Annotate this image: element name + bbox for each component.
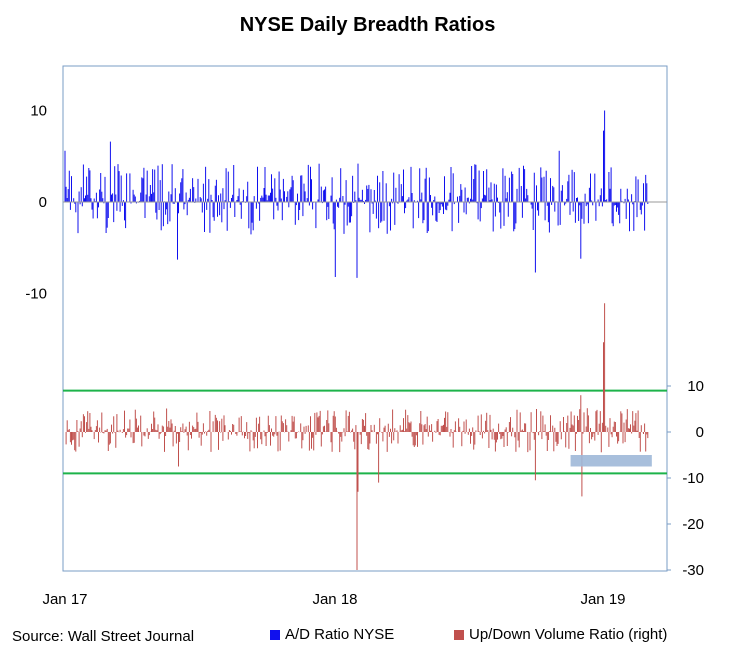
right-tick-label: 10: [687, 378, 704, 395]
legend-label-ud: Up/Down Volume Ratio (right): [469, 626, 668, 643]
right-tick-label: -20: [682, 516, 704, 533]
right-tick-label: -10: [682, 470, 704, 487]
legend-swatch-red: [454, 629, 464, 640]
source-note: Source: Wall Street Journal: [12, 628, 195, 645]
left-tick-label: -10: [25, 286, 47, 303]
legend-swatch-blue: [270, 629, 280, 640]
chart-title: NYSE Daily Breadth Ratios: [239, 14, 496, 36]
plot-area: [62, 65, 668, 572]
x-tick-label: Jan 17: [42, 591, 87, 608]
legend-ad-ratio: A/D Ratio NYSE: [270, 626, 394, 643]
x-tick-label: Jan 19: [580, 591, 625, 608]
legend-ud-volume: Up/Down Volume Ratio (right): [454, 626, 667, 643]
right-tick-label: -30: [682, 562, 704, 579]
legend-label-ad: A/D Ratio NYSE: [285, 626, 395, 643]
highlight-box: [570, 455, 652, 467]
x-tick-label: Jan 18: [312, 591, 357, 608]
left-tick-label: 0: [39, 194, 47, 211]
right-tick-label: 0: [696, 424, 704, 441]
left-tick-label: 10: [30, 103, 47, 120]
